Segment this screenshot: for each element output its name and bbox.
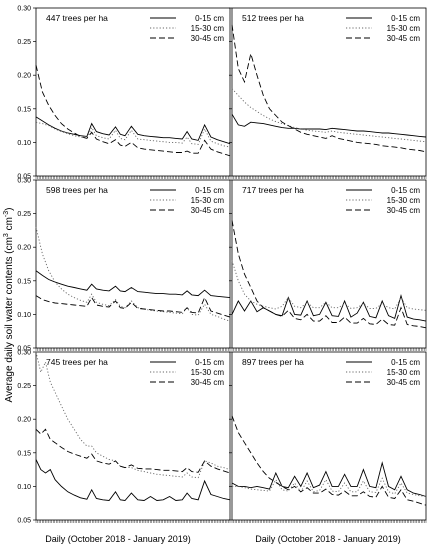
legend-label: 15-30 cm <box>191 196 225 205</box>
panel-title: 717 trees per ha <box>242 185 304 195</box>
legend-label: 30-45 cm <box>387 34 421 43</box>
series-line-30-45cm <box>231 220 427 329</box>
y-tick-label: 0.20 <box>17 73 31 80</box>
y-tick-label: 0.05 <box>17 174 31 181</box>
series-line-15-30cm <box>35 351 231 479</box>
series-line-15-30cm <box>231 88 427 143</box>
series-line-0-15cm <box>35 270 231 299</box>
series-line-15-30cm <box>231 260 427 311</box>
y-tick-label: 0.30 <box>17 6 31 13</box>
series-line-30-45cm <box>231 415 427 506</box>
series-line-0-15cm <box>35 459 231 501</box>
series-line-0-15cm <box>231 461 427 497</box>
y-tick-label: 0.10 <box>17 484 31 491</box>
y-axis-label-main: Average daily soil water contents (cm <box>4 237 15 402</box>
legend-label: 30-45 cm <box>387 206 421 215</box>
panel-title: 745 trees per ha <box>46 357 108 367</box>
x-axis-label-right: Daily (October 2018 - January 2019) <box>255 534 401 544</box>
legend-label: 0-15 cm <box>391 14 420 23</box>
y-tick-label: 0.15 <box>17 450 31 457</box>
y-tick-label: 0.30 <box>17 350 31 357</box>
legend-label: 15-30 cm <box>191 24 225 33</box>
legend-label: 15-30 cm <box>191 368 225 377</box>
panel-title: 897 trees per ha <box>242 357 304 367</box>
panel-1: 0.05 0.10 0.15 0.20 0.25 0.30 447 trees per ha… <box>17 6 231 181</box>
panel-title: 512 trees per ha <box>242 13 304 23</box>
y-tick-label: 0.15 <box>17 278 31 285</box>
y-tick-label: 0.05 <box>17 518 31 525</box>
y-tick-label: 0.25 <box>17 211 31 218</box>
legend-label: 30-45 cm <box>191 34 225 43</box>
legend-label: 0-15 cm <box>195 358 224 367</box>
legend-label: 0-15 cm <box>195 186 224 195</box>
y-tick-label: 0.20 <box>17 417 31 424</box>
series-line-15-30cm <box>35 226 231 322</box>
y-axis-label: Average daily soil water contents (cm3 c… <box>3 207 15 402</box>
y-tick-label: 0.15 <box>17 106 31 113</box>
x-axis-label-left: Daily (October 2018 - January 2019) <box>45 534 191 544</box>
series-line-30-45cm <box>35 295 231 318</box>
y-axis-label-mid: cm <box>4 217 15 233</box>
y-tick-label: 0.30 <box>17 178 31 185</box>
series-line-30-45cm <box>35 428 231 474</box>
chart-panels: 0.05 0.10 0.15 0.20 0.25 0.30 447 trees per ha… <box>17 6 427 525</box>
series-line-30-45cm <box>231 24 427 153</box>
series-line-15-30cm <box>35 121 231 148</box>
panel-title: 598 trees per ha <box>46 185 108 195</box>
legend-label: 0-15 cm <box>195 14 224 23</box>
legend-label: 15-30 cm <box>387 368 421 377</box>
series-line-0-15cm <box>231 293 427 322</box>
legend-label: 0-15 cm <box>391 358 420 367</box>
series-line-15-30cm <box>232 477 427 497</box>
y-tick-label: 0.10 <box>17 312 31 319</box>
y-tick-label: 0.10 <box>17 140 31 147</box>
panel-title: 447 trees per ha <box>46 13 108 23</box>
legend-label: 15-30 cm <box>387 24 421 33</box>
series-line-0-15cm <box>231 113 427 138</box>
y-tick-label: 0.20 <box>17 245 31 252</box>
legend-label: 30-45 cm <box>191 206 225 215</box>
y-axis-label-sup1: 3 <box>3 233 10 237</box>
y-tick-label: 0.05 <box>17 346 31 353</box>
panel-3: 0.05 0.10 0.15 0.20 0.25 0.30 598 trees per ha… <box>17 178 231 353</box>
panel-5: 0.05 0.10 0.15 0.20 0.25 0.30 745 trees per ha… <box>17 350 231 525</box>
series-line-30-45cm <box>35 64 231 157</box>
series-line-0-15cm <box>35 116 231 145</box>
y-axis-label-end: ) <box>4 207 15 210</box>
y-tick-label: 0.25 <box>17 39 31 46</box>
legend-label: 15-30 cm <box>387 196 421 205</box>
legend-label: 30-45 cm <box>191 378 225 387</box>
y-axis-label-sup2: -3 <box>3 211 10 217</box>
legend-label: 0-15 cm <box>391 186 420 195</box>
y-tick-label: 0.25 <box>17 383 31 390</box>
legend-label: 30-45 cm <box>387 378 421 387</box>
